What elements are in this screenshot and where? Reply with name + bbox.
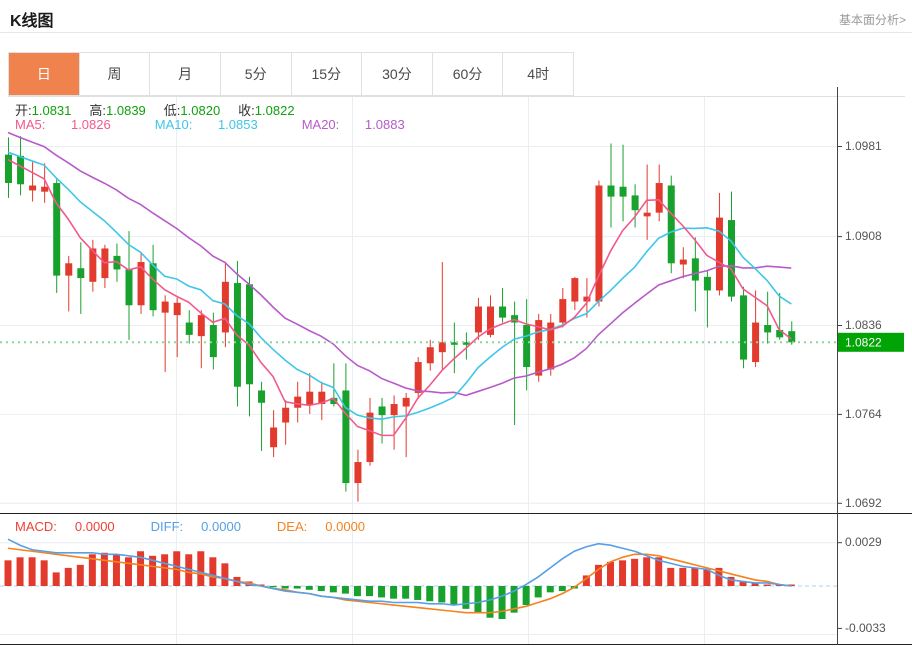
svg-text:1.0764: 1.0764	[845, 407, 882, 421]
tab-month[interactable]: 月	[150, 53, 221, 95]
tab-60min[interactable]: 60分	[432, 53, 504, 95]
tab-4hour[interactable]: 4时	[503, 53, 573, 95]
tab-5min[interactable]: 5分	[220, 53, 292, 95]
tab-day[interactable]: 日	[9, 53, 80, 95]
svg-text:0.0029: 0.0029	[845, 535, 882, 549]
ma20-line	[7, 131, 792, 397]
title-divider	[0, 32, 912, 33]
current-price-tag-text: 1.0822	[845, 335, 882, 349]
candles	[5, 136, 796, 502]
svg-text:-0.0033: -0.0033	[845, 621, 886, 635]
page-title: K线图	[10, 13, 54, 30]
axis-labels: 1.0981 1.0908 1.0836 1.0764 1.0692 0.0029 -0.0…	[837, 139, 886, 635]
macd-histogram	[4, 551, 795, 619]
tabbar-baseline	[8, 96, 905, 97]
fundamental-analysis-link[interactable]: 基本面分析>	[838, 13, 906, 27]
svg-text:1.0836: 1.0836	[845, 318, 882, 332]
dea-line	[7, 547, 792, 614]
tab-week[interactable]: 周	[79, 53, 151, 95]
interval-tabbar: 日 周 月 5分 15分 30分 60分 4时	[8, 52, 574, 96]
tab-30min[interactable]: 30分	[362, 53, 433, 95]
svg-text:1.0908: 1.0908	[845, 229, 882, 243]
ma5-line	[7, 158, 792, 437]
diff-line	[7, 538, 792, 606]
tab-15min[interactable]: 15分	[291, 53, 363, 95]
current-price-tag	[838, 332, 904, 352]
svg-text:1.0692: 1.0692	[845, 496, 882, 510]
svg-text:1.0981: 1.0981	[845, 139, 882, 153]
ma10-line	[7, 151, 792, 421]
